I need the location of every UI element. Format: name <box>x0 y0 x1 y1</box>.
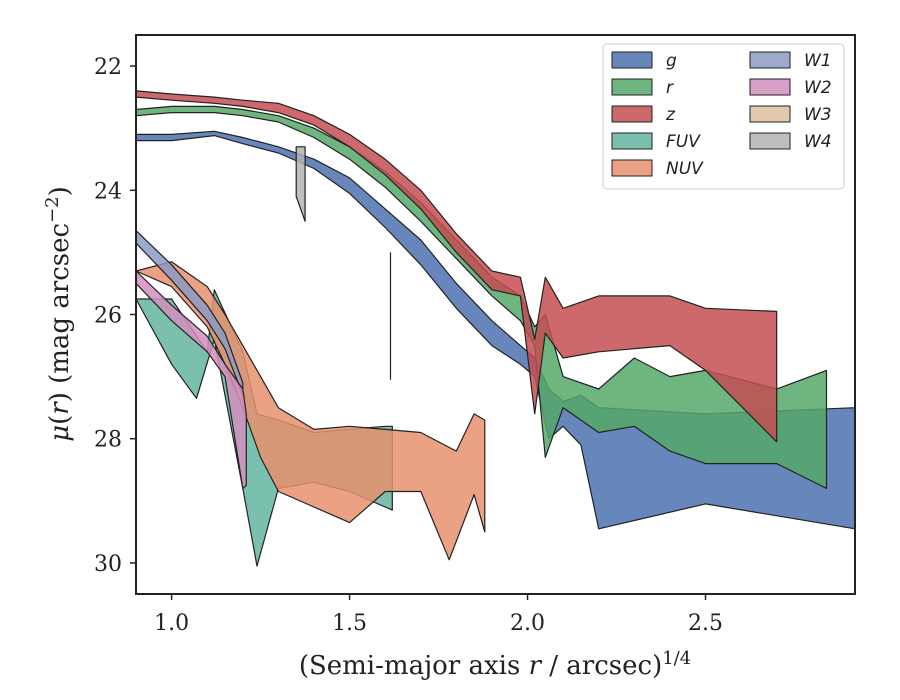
legend-swatch-z <box>611 105 653 123</box>
legend-label-g: g <box>666 51 677 71</box>
legend-label-z: z <box>665 105 676 125</box>
legend-label-fuv: FUV <box>666 132 701 152</box>
y-axis-ticks: 22 24 26 28 30 <box>94 55 136 577</box>
band-nuv <box>135 261 486 561</box>
y-tick-label: 28 <box>94 428 122 453</box>
legend-swatch-g <box>611 51 653 69</box>
legend-swatch-w1 <box>749 51 791 69</box>
legend-label-w2: W2 <box>804 78 832 98</box>
legend-label-r: r <box>666 78 674 98</box>
y-tick-label: 26 <box>94 304 122 329</box>
legend-swatch-w3 <box>749 105 791 123</box>
legend-label-w1: W1 <box>804 51 832 71</box>
y-tick-label: 22 <box>94 55 122 80</box>
x-tick-label: 1.5 <box>332 611 367 636</box>
chart-bands <box>135 90 856 567</box>
legend: grz FUV NUV W1 W2 W3 W4 <box>602 43 845 190</box>
legend-label-w3: W3 <box>804 105 832 125</box>
x-tick-label: 2.0 <box>510 611 545 636</box>
legend-swatch-nuv <box>611 159 653 177</box>
legend-swatch-fuv <box>611 132 653 150</box>
band-z <box>135 90 778 443</box>
legend-swatch-w2 <box>749 78 791 96</box>
x-tick-label: 1.0 <box>154 611 189 636</box>
x-tick-label: 2.5 <box>688 611 723 636</box>
band-w2 <box>135 270 247 489</box>
legend-label-nuv: NUV <box>666 159 704 179</box>
y-tick-label: 24 <box>94 179 122 204</box>
y-tick-label: 30 <box>94 552 122 577</box>
legend-swatch-r <box>611 78 653 96</box>
x-axis-label: (Semi-major axis r / arcsec)1/4 <box>299 648 691 681</box>
legend-label-w4: W4 <box>804 132 832 152</box>
x-axis-ticks: 1.0 1.5 2.0 2.5 <box>154 594 723 636</box>
band-w4 <box>295 146 306 222</box>
legend-swatch-w4 <box>749 132 791 150</box>
y-axis-label: μ(r) (mag arcsec−2) <box>42 186 75 442</box>
